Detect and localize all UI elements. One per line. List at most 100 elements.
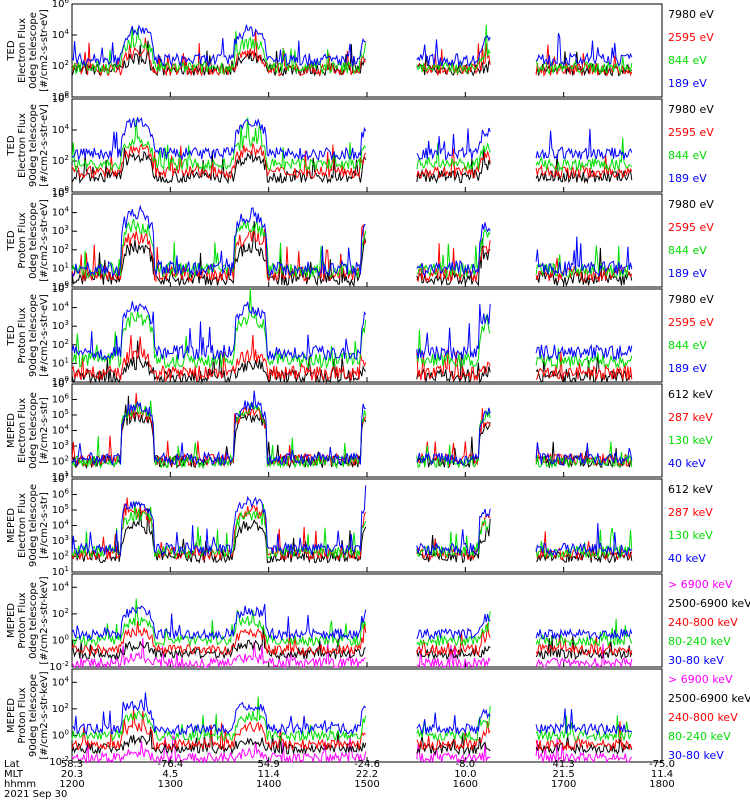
panel-2-ylabel-line-1: TED (6, 135, 17, 156)
panel-2-ytick-label: 100 (52, 185, 69, 198)
panel-4-legend-2: 2595 eV (668, 316, 714, 329)
panel-3-legend-1: 7980 eV (668, 198, 714, 211)
panel-5-ytick-label: 103 (52, 439, 69, 452)
panel-3-ytick-label: 102 (52, 243, 69, 256)
footer-lat-value: 54.9 (258, 759, 280, 770)
panel-8-ylabel-line-3: 90deg telescope (28, 674, 39, 757)
footer-row-label-lat: Lat (4, 759, 20, 770)
panel-8-ylabel-line-2: Proton Flux (17, 687, 28, 743)
panel-7-ytick-label: 104 (52, 580, 70, 593)
panel-3-ylabel-line-3: 0deg telescope (28, 202, 39, 279)
footer-hhmm-value: 1200 (59, 779, 84, 790)
panel-1-frame (71, 3, 663, 98)
panel-8-ylabel-line-1: MEPED (6, 698, 17, 733)
panel-8-series-1 (71, 734, 633, 764)
panel-7-legend-5: 30-80 keV (668, 654, 724, 667)
panel-1-legend-2: 2595 eV (668, 31, 714, 44)
panel-3-ylabel-line-4: [#/cm2-s-str-eV] (39, 199, 50, 282)
panel-3-legend-3: 844 eV (668, 244, 707, 257)
panel-5-ylabel-line-1: MEPED (6, 413, 17, 448)
panel-5-ytick-label: 104 (52, 424, 70, 437)
panel-3-ytick-label: 103 (52, 224, 69, 237)
panel-4-ylabel-line-4: [#/cm2-s-str-eV] (39, 294, 50, 377)
panel-7-legend-4: 80-240 keV (668, 635, 731, 648)
panel-2-ytick-label: 106 (52, 92, 70, 105)
panel-2-ylabel-line-3: 90deg telescope (28, 104, 39, 187)
panel-1-ytick-label: 100 (52, 90, 69, 103)
panel-5-legend-2: 287 keV (668, 411, 713, 424)
panel-5-ytick-label: 106 (52, 393, 70, 406)
panel-2-ylabel-line-4: [#/cm2-s-str-eV] (39, 104, 50, 187)
panel-8-series-5 (71, 692, 633, 737)
footer-lat-value: -76.4 (157, 759, 183, 770)
panel-8-legend-2: 2500-6900 keV (668, 692, 750, 705)
panel-4-series-2 (71, 334, 633, 382)
panel-7-series-4 (71, 598, 633, 648)
panel-6-frame (71, 478, 663, 573)
panel-8-ylabel-line-4: [#/cm2-s-str-keV] (39, 671, 50, 759)
panel-2-legend-1: 7980 eV (668, 103, 714, 116)
panel-3-ytick-label: 104 (52, 206, 70, 219)
panel-7-series-5 (71, 603, 633, 642)
panel-5-ylabel-line-3: 0deg telescope (28, 392, 39, 469)
panel-7-legend-2: 2500-6900 keV (668, 597, 750, 610)
panel-4-ylabel-line-2: Proton Flux (17, 307, 28, 363)
footer-mlt-value: 22.2 (356, 769, 378, 780)
footer-row-label-mlt: MLT (4, 769, 24, 780)
panel-4-legend-3: 844 eV (668, 339, 707, 352)
panel-1-legend-1: 7980 eV (668, 8, 714, 21)
footer-mlt-value: 11.4 (258, 769, 280, 780)
panel-2-series-2 (71, 143, 633, 180)
panel-6-ylabel-line-2: Electron Flux (17, 493, 28, 558)
panel-6-ytick-label: 105 (52, 503, 69, 516)
footer-lat-value: 41.3 (553, 759, 575, 770)
panel-7-legend-1: > 6900 keV (668, 578, 733, 591)
panel-6-ytick-label: 104 (52, 519, 70, 532)
panel-7-ytick-label: 100 (52, 633, 69, 646)
panel-6-legend-3: 130 keV (668, 529, 713, 542)
panel-3-frame (71, 193, 663, 288)
panel-8-legend-1: > 6900 keV (668, 673, 733, 686)
panel-4-legend-4: 189 eV (668, 362, 707, 375)
panel-5-ylabel-line-2: Electron Flux (17, 398, 28, 463)
panel-4-ytick-label: 101 (52, 356, 69, 369)
panel-4-legend-1: 7980 eV (668, 293, 714, 306)
panel-6-ytick-label: 102 (52, 550, 69, 563)
panel-3-series-3 (71, 218, 633, 279)
panel-5-ylabel-line-4: [#/cm2-s-str] (39, 397, 50, 464)
panel-3-legend-2: 2595 eV (668, 221, 714, 234)
panel-5-ytick-label: 102 (52, 455, 69, 468)
panel-2-legend-4: 189 eV (668, 172, 707, 185)
panel-3-ytick-label: 105 (52, 187, 69, 200)
footer-lat-value: 58.3 (61, 759, 83, 770)
panel-4-ylabel-line-1: TED (6, 325, 17, 346)
panel-8-series-4 (71, 696, 633, 743)
panel-4-ytick-label: 103 (52, 319, 69, 332)
panel-8-legend-5: 30-80 keV (668, 749, 724, 762)
panel-6-ylabel-line-1: MEPED (6, 508, 17, 543)
panel-8-ytick-label: 100 (52, 728, 69, 741)
footer-lat-value: -75.0 (649, 759, 675, 770)
footer-hhmm-value: 1300 (158, 779, 183, 790)
footer-hhmm-value: 1800 (649, 779, 674, 790)
panel-1-legend-3: 844 eV (668, 54, 707, 67)
panel-1-ytick-label: 102 (52, 59, 69, 72)
panel-3-series-4 (71, 204, 633, 278)
panel-6-ytick-label: 106 (52, 488, 70, 501)
panel-2-series-3 (71, 117, 633, 173)
footer-lat-value: -8.0 (456, 759, 476, 770)
panel-7-series-1 (71, 637, 633, 669)
panel-6-ylabel-line-3: 90deg telescope (28, 484, 39, 567)
panel-2-ylabel-line-2: Electron Flux (17, 113, 28, 178)
footer-hhmm-value: 1400 (256, 779, 281, 790)
panel-7-ylabel-line-1: MEPED (6, 603, 17, 638)
panel-7-legend-3: 240-800 keV (668, 616, 738, 629)
panel-6-series-4 (71, 485, 633, 557)
panel-6-legend-1: 612 keV (668, 483, 713, 496)
panel-4-ytick-label: 105 (52, 282, 69, 295)
panel-5-ytick-label: 101 (52, 470, 69, 483)
panel-3-ytick-label: 100 (52, 280, 69, 293)
footer-mlt-value: 21.5 (553, 769, 575, 780)
panel-7-series-3 (71, 621, 633, 657)
